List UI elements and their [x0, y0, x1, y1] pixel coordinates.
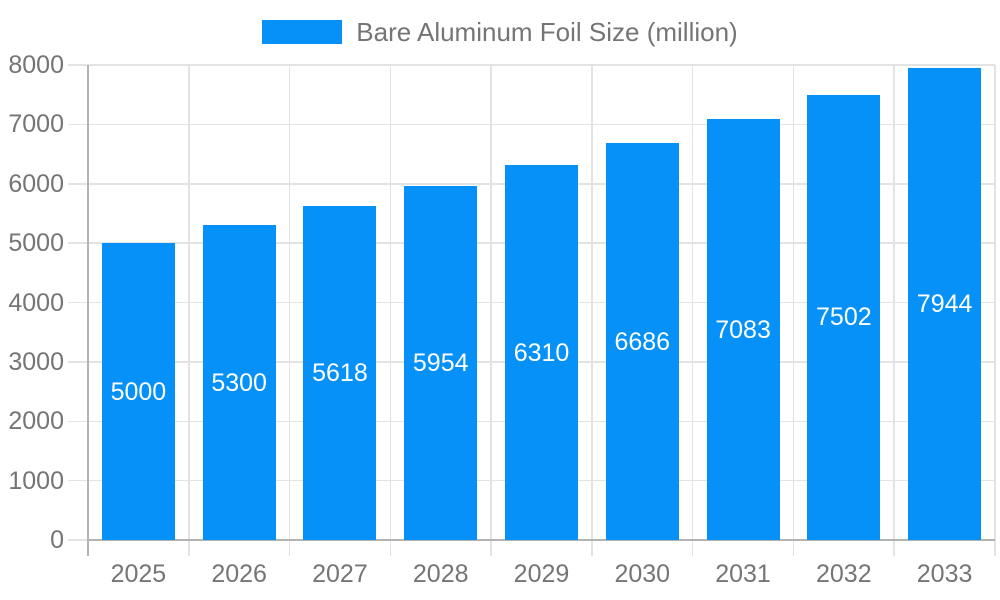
y-axis-tick-label: 6000: [8, 169, 64, 198]
bar-value-label: 7502: [816, 303, 872, 332]
gridline-y-8000: [68, 64, 995, 66]
x-axis-tick-label: 2030: [614, 560, 671, 588]
bar-value-label: 6686: [614, 327, 671, 356]
gridline-y-7000: [68, 123, 995, 126]
x-axis-tick-label: 2031: [715, 560, 771, 588]
y-axis-tick-label: 8000: [8, 51, 64, 79]
bar-2028: 5954: [404, 186, 478, 540]
bar-2026: 5300: [202, 225, 276, 540]
y-axis-tick-label: 4000: [8, 288, 64, 317]
x-axis-tick-label: 2029: [513, 560, 570, 588]
y-axis-line: [87, 65, 89, 556]
gridline-x-9: [994, 65, 996, 556]
y-axis-tick-label: 2000: [8, 407, 64, 436]
bar-2027: 5618: [303, 206, 377, 540]
bar-2029: 6310: [505, 165, 578, 540]
x-axis-tick-label: 2028: [412, 560, 469, 588]
gridline-x-2: [288, 65, 291, 556]
bar-value-label: 7083: [715, 315, 771, 344]
bar-value-label: 5618: [312, 359, 368, 388]
x-axis-line: [88, 539, 995, 541]
legend[interactable]: Bare Aluminum Foil Size (million): [0, 18, 1000, 46]
bar-2032: 7502: [807, 94, 881, 540]
bar-2033: 7944: [908, 68, 982, 540]
bar-2030: 6686: [605, 143, 679, 540]
y-axis-tick-label: 0: [50, 526, 64, 554]
gridline-x-5: [591, 65, 593, 556]
bar-2025: 5000: [101, 243, 175, 540]
y-axis-tick-label: 5000: [8, 229, 64, 258]
gridline-x-4: [490, 65, 492, 556]
gridline-x-6: [691, 65, 694, 556]
legend-swatch-icon: [262, 20, 343, 44]
x-axis-tick-label: 2026: [211, 560, 267, 588]
x-axis-tick-label: 2033: [916, 560, 973, 588]
gridline-x-8: [893, 65, 895, 556]
bar-value-label: 6310: [513, 338, 570, 367]
bar-value-label: 5300: [211, 368, 267, 397]
y-axis-tick-label: 7000: [8, 110, 64, 139]
gridline-x-3: [389, 65, 392, 556]
bar-2031: 7083: [706, 119, 780, 540]
y-axis-tick-label: 1000: [8, 466, 64, 495]
x-axis-tick-label: 2027: [312, 560, 368, 588]
bar-value-label: 5954: [412, 349, 469, 378]
gridline-x-7: [792, 65, 795, 556]
bar-value-label: 7944: [916, 290, 973, 319]
x-axis-tick-label: 2032: [816, 560, 872, 588]
legend-label: Bare Aluminum Foil Size (million): [356, 17, 738, 47]
y-axis-tick-label: 3000: [8, 347, 64, 376]
bar-value-label: 5000: [110, 377, 167, 406]
gridline-x-1: [188, 65, 190, 556]
x-axis-tick-label: 2025: [110, 560, 167, 588]
